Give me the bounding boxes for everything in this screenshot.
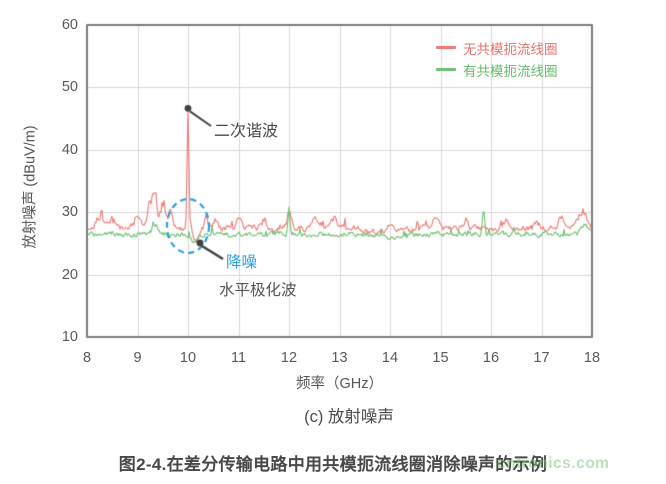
legend-label-no-choke: 无共模扼流线圈: [463, 41, 558, 57]
legend-item-with-choke: 有共模扼流线圈: [436, 62, 558, 79]
annotation-noise-reduction: 降噪: [226, 254, 258, 271]
sub-caption: (c) 放射噪声: [304, 408, 394, 426]
watermark: cntronics.com: [497, 455, 610, 472]
x-tick-14: 14: [381, 350, 399, 366]
x-tick-15: 15: [432, 350, 449, 366]
y-tick-40: 40: [61, 141, 78, 158]
x-axis-label: 频率（GHz）: [296, 376, 383, 392]
noise-spectrum-plot: [0, 0, 666, 400]
x-tick-10: 10: [179, 350, 197, 366]
main-caption: 图2-4.在差分传输电路中用共模扼流线圈消除噪声的示例: [118, 455, 548, 474]
x-tick-17: 17: [533, 350, 550, 366]
red-line-swatch: [436, 46, 456, 49]
y-tick-60: 60: [61, 17, 78, 33]
x-tick-13: 13: [331, 350, 348, 366]
legend-item-no-choke: 无共模扼流线圈: [436, 40, 558, 57]
x-tick-11: 11: [230, 350, 247, 366]
y-tick-50: 50: [61, 79, 78, 96]
annotation-second-harmonic: 二次谐波: [214, 123, 279, 140]
y-tick-20: 20: [61, 266, 78, 283]
x-tick-9: 9: [133, 350, 142, 366]
x-tick-8: 8: [82, 350, 92, 366]
legend-label-with-choke: 有共模扼流线圈: [463, 63, 558, 79]
x-tick-16: 16: [482, 350, 500, 366]
x-tick-18: 18: [583, 350, 601, 366]
annotation-horizontal-polarized: 水平极化波: [219, 282, 297, 299]
y-tick-30: 30: [61, 204, 78, 221]
y-tick-10: 10: [61, 329, 78, 345]
green-line-swatch: [436, 68, 456, 71]
x-tick-12: 12: [280, 350, 298, 366]
